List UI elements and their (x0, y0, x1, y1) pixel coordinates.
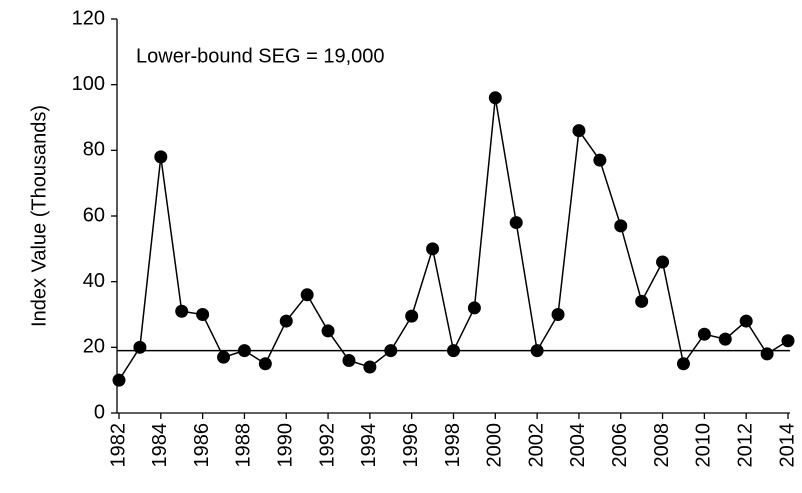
data-point (384, 344, 398, 358)
x-tick-label: 1996 (400, 423, 422, 468)
x-tick-label: 2012 (734, 423, 756, 468)
y-axis-label: Index Value (Thousands) (28, 105, 50, 327)
data-point (614, 219, 628, 233)
y-tick-label: 80 (83, 139, 105, 161)
data-point (656, 255, 670, 269)
x-tick-label: 1982 (107, 423, 129, 468)
x-tick-label: 2006 (609, 423, 631, 468)
data-point (279, 314, 293, 328)
x-tick-label: 1988 (233, 423, 255, 468)
data-point (154, 150, 168, 164)
data-point (196, 308, 210, 321)
annotation: Lower-bound SEG = 19,000 (136, 45, 385, 67)
data-point (635, 294, 649, 308)
data-point (488, 91, 502, 105)
data-point (300, 288, 314, 302)
y-tick-label: 40 (83, 270, 105, 292)
x-tick-label: 2002 (525, 423, 547, 468)
x-tick-label: 1992 (316, 423, 338, 468)
x-tick-label: 1990 (275, 423, 297, 468)
data-point (572, 124, 586, 138)
y-tick-label: 60 (83, 204, 105, 226)
y-tick-label: 20 (83, 336, 105, 358)
y-tick-label: 100 (72, 73, 105, 95)
data-point (593, 153, 607, 167)
data-point (781, 334, 795, 348)
x-tick-label: 2004 (567, 423, 589, 468)
data-point (718, 332, 732, 346)
data-point (447, 344, 460, 358)
x-tick-label: 1986 (191, 423, 213, 468)
data-point (237, 344, 251, 358)
y-tick-label: 0 (94, 401, 105, 423)
data-point (258, 357, 272, 371)
data-point (217, 350, 231, 364)
data-point (175, 304, 189, 318)
series-line (118, 97, 789, 381)
x-tick-label: 1998 (442, 423, 464, 468)
x-tick-label: 2008 (651, 423, 673, 468)
data-point (509, 216, 523, 230)
x-tick-label: 1994 (358, 423, 380, 468)
data-point (363, 360, 377, 374)
data-point (405, 309, 419, 323)
x-tick-label: 2014 (776, 423, 798, 468)
x-tick-label: 1984 (149, 423, 171, 468)
data-point (530, 344, 544, 358)
data-point (321, 324, 335, 338)
data-point (467, 301, 481, 315)
data-point (739, 314, 753, 328)
data-point (760, 347, 774, 361)
data-point (342, 353, 356, 367)
y-tick-label: 120 (72, 7, 105, 29)
data-point (697, 327, 711, 341)
data-point (133, 340, 147, 354)
x-tick-label: 2000 (484, 423, 506, 468)
data-point (676, 357, 690, 371)
data-point (112, 373, 126, 387)
data-point (426, 242, 440, 256)
x-tick-label: 2010 (693, 423, 715, 468)
data-point (551, 308, 565, 321)
